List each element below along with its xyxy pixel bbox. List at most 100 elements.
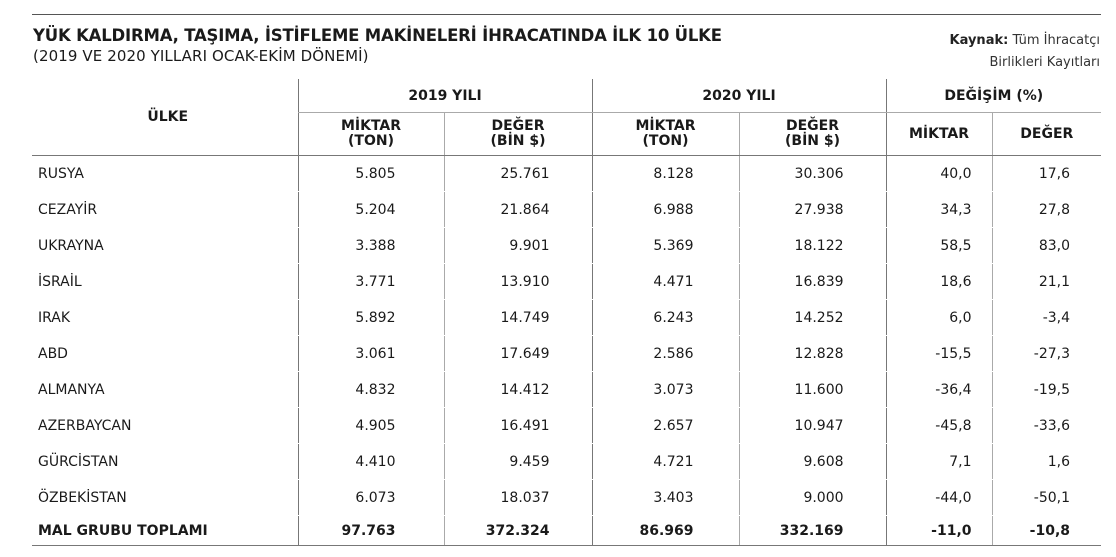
val-2020-cell: 30.306 <box>738 155 887 192</box>
table-row: RUSYA 5.805 25.761 8.128 30.306 40,0 17,6 <box>32 155 1102 192</box>
qty-2020-cell: 4.721 <box>591 443 740 480</box>
change-val-header: DEĞER <box>991 112 1102 156</box>
table-row: ABD 3.061 17.649 2.586 12.828 -15,5 -27,3 <box>32 335 1102 372</box>
country-cell: CEZAYİR <box>32 191 298 228</box>
table-row: ALMANYA 4.832 14.412 3.073 11.600 -36,4 -19,5 <box>32 371 1102 408</box>
country-cell: IRAK <box>32 299 298 336</box>
change-qty-cell: 7,1 <box>885 443 993 480</box>
table-row: CEZAYİR 5.204 21.864 6.988 27.938 34,3 27,8 <box>32 191 1102 228</box>
qty-2019-header: MİKTAR (TON) <box>297 112 444 156</box>
table-row: AZERBAYCAN 4.905 16.491 2.657 10.947 -45,8 -33… <box>32 407 1102 444</box>
change-val-cell: 27,8 <box>991 191 1102 228</box>
val-2020-cell: 9.000 <box>738 479 887 516</box>
val-2019-cell: 13.910 <box>443 263 593 300</box>
source-line1: Tüm İhracatçı <box>1012 33 1100 48</box>
qty-2020-cell: 3.073 <box>591 371 740 408</box>
val-2019-cell: 18.037 <box>443 479 593 516</box>
top-rule <box>32 14 1101 15</box>
qty-2020-cell: 5.369 <box>591 227 740 264</box>
qty-2019-cell: 3.061 <box>297 335 444 372</box>
qty-2020-cell: 8.128 <box>591 155 740 192</box>
change-qty-cell: -36,4 <box>885 371 993 408</box>
change-val-cell: -33,6 <box>991 407 1102 444</box>
country-cell: ÖZBEKİSTAN <box>32 479 298 516</box>
change-val-cell: -19,5 <box>991 371 1102 408</box>
change-val-cell: -10,8 <box>991 515 1102 546</box>
country-cell: İSRAİL <box>32 263 298 300</box>
val-2019-cell: 16.491 <box>443 407 593 444</box>
val-2019-cell: 21.864 <box>443 191 593 228</box>
change-val-cell: 1,6 <box>991 443 1102 480</box>
val-2019-cell: 17.649 <box>443 335 593 372</box>
table-row: İSRAİL 3.771 13.910 4.471 16.839 18,6 21,1 <box>32 263 1102 300</box>
change-qty-cell: 40,0 <box>885 155 993 192</box>
qty-2020-cell: 6.243 <box>591 299 740 336</box>
source-label: Kaynak: <box>949 33 1009 48</box>
table-row: GÜRCİSTAN 4.410 9.459 4.721 9.608 7,1 1,6 <box>32 443 1102 480</box>
source-line2: Birlikleri Kayıtları <box>989 55 1100 70</box>
export-table: ÜLKE 2019 YILI 2020 YILI DEĞİŞİM (%) MİK… <box>32 79 1102 546</box>
change-header: DEĞİŞİM (%) <box>885 79 1102 113</box>
country-cell: ALMANYA <box>32 371 298 408</box>
val-2020-cell: 14.252 <box>738 299 887 336</box>
qty-2019-cell: 3.388 <box>297 227 444 264</box>
val-2019-cell: 9.901 <box>443 227 593 264</box>
change-qty-cell: 6,0 <box>885 299 993 336</box>
change-val-cell: 83,0 <box>991 227 1102 264</box>
qty-2019-cell: 4.410 <box>297 443 444 480</box>
qty-2019-cell: 4.832 <box>297 371 444 408</box>
qty-2020-cell: 3.403 <box>591 479 740 516</box>
qty-2020-cell: 2.586 <box>591 335 740 372</box>
change-val-cell: -3,4 <box>991 299 1102 336</box>
table-title: YÜK KALDIRMA, TAŞIMA, İSTİFLEME MAKİNELE… <box>33 26 722 45</box>
table-body: RUSYA 5.805 25.761 8.128 30.306 40,0 17,6 CEZAY… <box>32 155 1102 546</box>
change-val-cell: 21,1 <box>991 263 1102 300</box>
qty-2019-cell: 5.204 <box>297 191 444 228</box>
val-2020-cell: 12.828 <box>738 335 887 372</box>
change-qty-cell: 18,6 <box>885 263 993 300</box>
change-qty-header: MİKTAR <box>885 112 993 156</box>
val-2019-header: DEĞER (BİN $) <box>443 112 593 156</box>
change-qty-cell: -45,8 <box>885 407 993 444</box>
change-qty-cell: 58,5 <box>885 227 993 264</box>
country-cell: RUSYA <box>32 155 298 192</box>
val-2020-cell: 16.839 <box>738 263 887 300</box>
qty-2019-cell: 3.771 <box>297 263 444 300</box>
val-2019-cell: 372.324 <box>443 515 593 546</box>
qty-2019-cell: 97.763 <box>297 515 444 546</box>
qty-2020-header: MİKTAR (TON) <box>591 112 740 156</box>
qty-2020-cell: 86.969 <box>591 515 740 546</box>
table-row: ÖZBEKİSTAN 6.073 18.037 3.403 9.000 -44,0 -50,… <box>32 479 1102 516</box>
change-qty-cell: 34,3 <box>885 191 993 228</box>
country-cell: MAL GRUBU TOPLAMI <box>32 515 298 546</box>
qty-2020-cell: 6.988 <box>591 191 740 228</box>
val-2019-cell: 9.459 <box>443 443 593 480</box>
table-row: IRAK 5.892 14.749 6.243 14.252 6,0 -3,4 <box>32 299 1102 336</box>
change-qty-cell: -44,0 <box>885 479 993 516</box>
val-2020-cell: 27.938 <box>738 191 887 228</box>
year-2020-header: 2020 YILI <box>591 79 887 113</box>
val-2020-cell: 18.122 <box>738 227 887 264</box>
qty-2019-cell: 5.892 <box>297 299 444 336</box>
qty-2020-cell: 4.471 <box>591 263 740 300</box>
year-2019-header: 2019 YILI <box>297 79 593 113</box>
qty-2019-cell: 6.073 <box>297 479 444 516</box>
change-val-cell: -27,3 <box>991 335 1102 372</box>
qty-2020-cell: 2.657 <box>591 407 740 444</box>
qty-2019-cell: 4.905 <box>297 407 444 444</box>
change-qty-cell: -11,0 <box>885 515 993 546</box>
val-2020-cell: 332.169 <box>738 515 887 546</box>
country-cell: AZERBAYCAN <box>32 407 298 444</box>
val-2019-cell: 14.412 <box>443 371 593 408</box>
val-2019-cell: 25.761 <box>443 155 593 192</box>
val-2020-cell: 11.600 <box>738 371 887 408</box>
country-cell: UKRAYNA <box>32 227 298 264</box>
table-subtitle: (2019 VE 2020 YILLARI OCAK-EKİM DÖNEMİ) <box>33 47 369 65</box>
val-2020-cell: 9.608 <box>738 443 887 480</box>
change-qty-cell: -15,5 <box>885 335 993 372</box>
change-val-cell: -50,1 <box>991 479 1102 516</box>
country-header: ÜLKE <box>32 79 298 156</box>
qty-2019-cell: 5.805 <box>297 155 444 192</box>
val-2020-header: DEĞER (BİN $) <box>738 112 887 156</box>
country-cell: ABD <box>32 335 298 372</box>
